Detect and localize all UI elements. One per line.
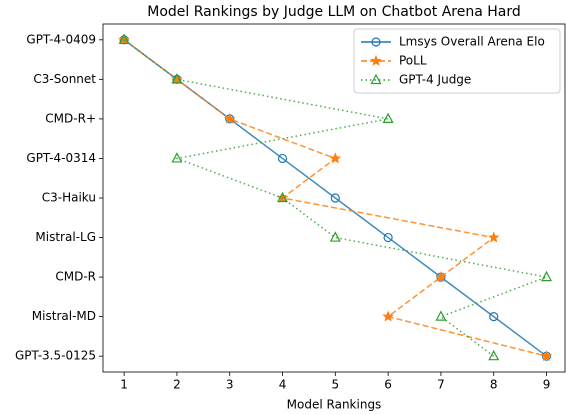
x-tick-label: 2 — [173, 378, 181, 392]
y-tick-label: GPT-4-0409 — [26, 32, 96, 46]
y-tick-label: CMD-R+ — [45, 111, 96, 125]
legend-label: Lmsys Overall Arena Elo — [399, 35, 545, 49]
marker — [489, 312, 499, 322]
x-tick-label: 8 — [490, 378, 498, 392]
marker — [370, 73, 382, 85]
y-tick-label: CMD-R — [55, 270, 96, 284]
marker — [382, 112, 394, 124]
marker — [383, 232, 393, 243]
marker — [171, 73, 183, 85]
chart-title: Model Rankings by Judge LLM on Chatbot A… — [147, 4, 521, 20]
marker — [382, 310, 394, 322]
x-axis-label: Model Rankings — [287, 398, 382, 412]
marker — [330, 193, 340, 203]
marker — [171, 152, 183, 163]
marker — [370, 54, 382, 66]
legend-label: PoLL — [399, 54, 427, 68]
marker — [540, 350, 553, 362]
y-tick-label: GPT-3.5-0125 — [15, 349, 96, 363]
marker — [488, 349, 500, 361]
marker — [223, 112, 236, 124]
marker — [435, 271, 447, 283]
marker — [487, 231, 500, 243]
y-tick-label: C3-Sonnet — [33, 72, 96, 86]
x-tick-label: 6 — [384, 378, 392, 392]
marker — [118, 33, 130, 44]
marker — [277, 191, 289, 203]
x-tick-label: 1 — [120, 378, 128, 392]
marker — [329, 231, 341, 242]
x-tick-label: 4 — [279, 378, 287, 392]
marker — [171, 73, 183, 84]
marker — [435, 310, 447, 321]
x-tick-label: 7 — [437, 378, 445, 392]
legend-label: GPT-4 Judge — [399, 73, 471, 87]
series-line — [123, 39, 550, 357]
marker — [541, 270, 553, 282]
legend-box — [353, 28, 561, 94]
marker — [277, 153, 288, 164]
x-tick-label: 3 — [226, 378, 234, 392]
y-tick-label: GPT-4-0314 — [26, 151, 96, 165]
x-tick-label: 9 — [543, 378, 551, 392]
y-tick-label: C3-Haiku — [42, 191, 96, 205]
x-tick-label: 5 — [331, 378, 339, 392]
marker — [118, 33, 130, 45]
marker — [371, 37, 381, 47]
y-tick-label: Mistral-LG — [35, 230, 96, 244]
marker — [329, 152, 342, 164]
y-tick-label: Mistral-MD — [32, 309, 96, 323]
